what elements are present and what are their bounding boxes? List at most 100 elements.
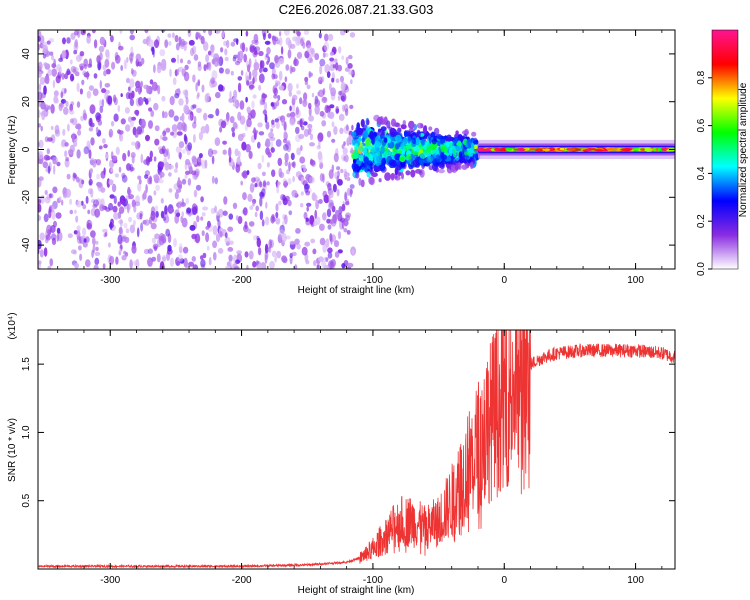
heatmap-cell <box>318 138 321 148</box>
heatmap-cell <box>169 257 175 267</box>
heatmap-cell <box>148 39 154 48</box>
heatmap-cell <box>83 238 87 243</box>
heatmap-cell <box>505 147 513 151</box>
x-tick-label: 0 <box>501 275 507 286</box>
heatmap-cell <box>455 145 461 152</box>
heatmap-cell <box>399 156 405 161</box>
heatmap-cell <box>42 161 48 169</box>
heatmap-cell <box>76 225 81 232</box>
heatmap-cell <box>64 150 68 158</box>
y-tick-label: 1.5 <box>21 357 32 371</box>
heatmap-cell <box>135 195 141 204</box>
heatmap-cell <box>246 106 251 114</box>
heatmap-cell <box>77 129 82 136</box>
heatmap-cell <box>69 59 73 65</box>
heatmap-cell <box>456 141 462 147</box>
snr-panel: -300 -200 -100 0 100 0.5 1.0 1.5 Height of stra… <box>7 312 676 596</box>
heatmap-cell <box>147 97 152 102</box>
heatmap-cell <box>43 85 47 95</box>
heatmap-cell <box>63 106 69 115</box>
heatmap-cell <box>303 30 310 35</box>
heatmap-cell <box>126 56 129 63</box>
x-tick-label: -300 <box>100 275 120 286</box>
heatmap-cell <box>291 189 298 197</box>
heatmap-cell <box>161 95 166 102</box>
heatmap-cell <box>78 245 82 251</box>
heatmap-cell <box>69 209 74 215</box>
heatmap-cell <box>246 118 252 128</box>
heatmap-cell <box>183 133 187 142</box>
heatmap-cell <box>329 51 334 56</box>
heatmap-cell <box>311 48 316 58</box>
heatmap-cell <box>176 68 180 76</box>
heatmap-cell <box>308 115 314 122</box>
heatmap-cell <box>102 64 107 71</box>
heatmap-cell <box>247 64 251 73</box>
heatmap-cell <box>345 124 349 131</box>
heatmap-cell <box>324 33 329 42</box>
heatmap-cell <box>258 50 264 57</box>
heatmap-cell <box>174 34 179 43</box>
heatmap-cell <box>355 173 360 179</box>
heatmap-cell <box>313 220 318 227</box>
heatmap-cell <box>241 42 246 53</box>
heatmap-cell <box>38 260 42 265</box>
heatmap-cell <box>237 111 242 121</box>
heatmap-cell <box>178 98 184 106</box>
heatmap-cell <box>109 159 114 169</box>
heatmap-cell <box>188 39 195 46</box>
heatmap-cell <box>64 88 67 94</box>
heatmap-cell <box>284 30 290 36</box>
heatmap-cell <box>360 119 365 128</box>
heatmap-cell <box>160 63 167 71</box>
snr-yscale-label: (x10⁴) <box>7 312 18 339</box>
heatmap-cell <box>137 182 142 192</box>
heatmap-cell <box>368 176 374 185</box>
heatmap-cell <box>299 118 303 128</box>
heatmap-cell <box>276 250 282 259</box>
heatmap-cell <box>316 145 321 150</box>
heatmap-cell <box>82 227 87 236</box>
heatmap-cell <box>445 137 452 142</box>
heatmap-cell <box>73 140 78 147</box>
heatmap-cell <box>275 211 279 219</box>
heatmap-cell <box>215 91 221 99</box>
heatmap-cell <box>140 118 146 129</box>
heatmap-cell <box>285 64 290 71</box>
heatmap-cell <box>95 126 99 133</box>
heatmap-cell <box>145 184 148 194</box>
heatmap-cell <box>52 186 58 194</box>
heatmap-cell <box>247 193 253 202</box>
heatmap-cell <box>92 236 96 246</box>
heatmap-cell <box>481 148 493 152</box>
heatmap-cell <box>440 144 447 153</box>
heatmap-cell <box>228 254 233 262</box>
heatmap-cell <box>469 161 474 170</box>
heatmap-cell <box>97 119 103 126</box>
heatmap-cell <box>177 201 180 210</box>
heatmap-cell <box>266 47 271 55</box>
heatmap-cell <box>360 179 365 188</box>
heatmap-cell <box>144 219 150 226</box>
heatmap-cell <box>167 33 172 38</box>
heatmap-cell <box>76 82 80 93</box>
heatmap-cell <box>295 228 301 234</box>
heatmap-cell <box>319 64 323 75</box>
heatmap-cell <box>237 76 243 81</box>
heatmap-cell <box>114 173 120 178</box>
heatmap-cell <box>58 102 63 112</box>
heatmap-cell <box>205 225 210 230</box>
heatmap-cell <box>367 144 373 150</box>
heatmap-cell <box>226 39 230 49</box>
heatmap-cell <box>159 171 165 178</box>
heatmap-cell <box>74 262 79 269</box>
heatmap-cell <box>307 128 312 136</box>
heatmap-cell <box>248 150 253 160</box>
heatmap-cell <box>407 136 412 141</box>
heatmap-cell <box>523 148 529 152</box>
heatmap-cell <box>289 240 296 245</box>
heatmap-cell <box>56 227 61 234</box>
heatmap-cell <box>132 219 136 226</box>
heatmap-cell <box>258 131 265 136</box>
heatmap-cell <box>173 237 177 248</box>
